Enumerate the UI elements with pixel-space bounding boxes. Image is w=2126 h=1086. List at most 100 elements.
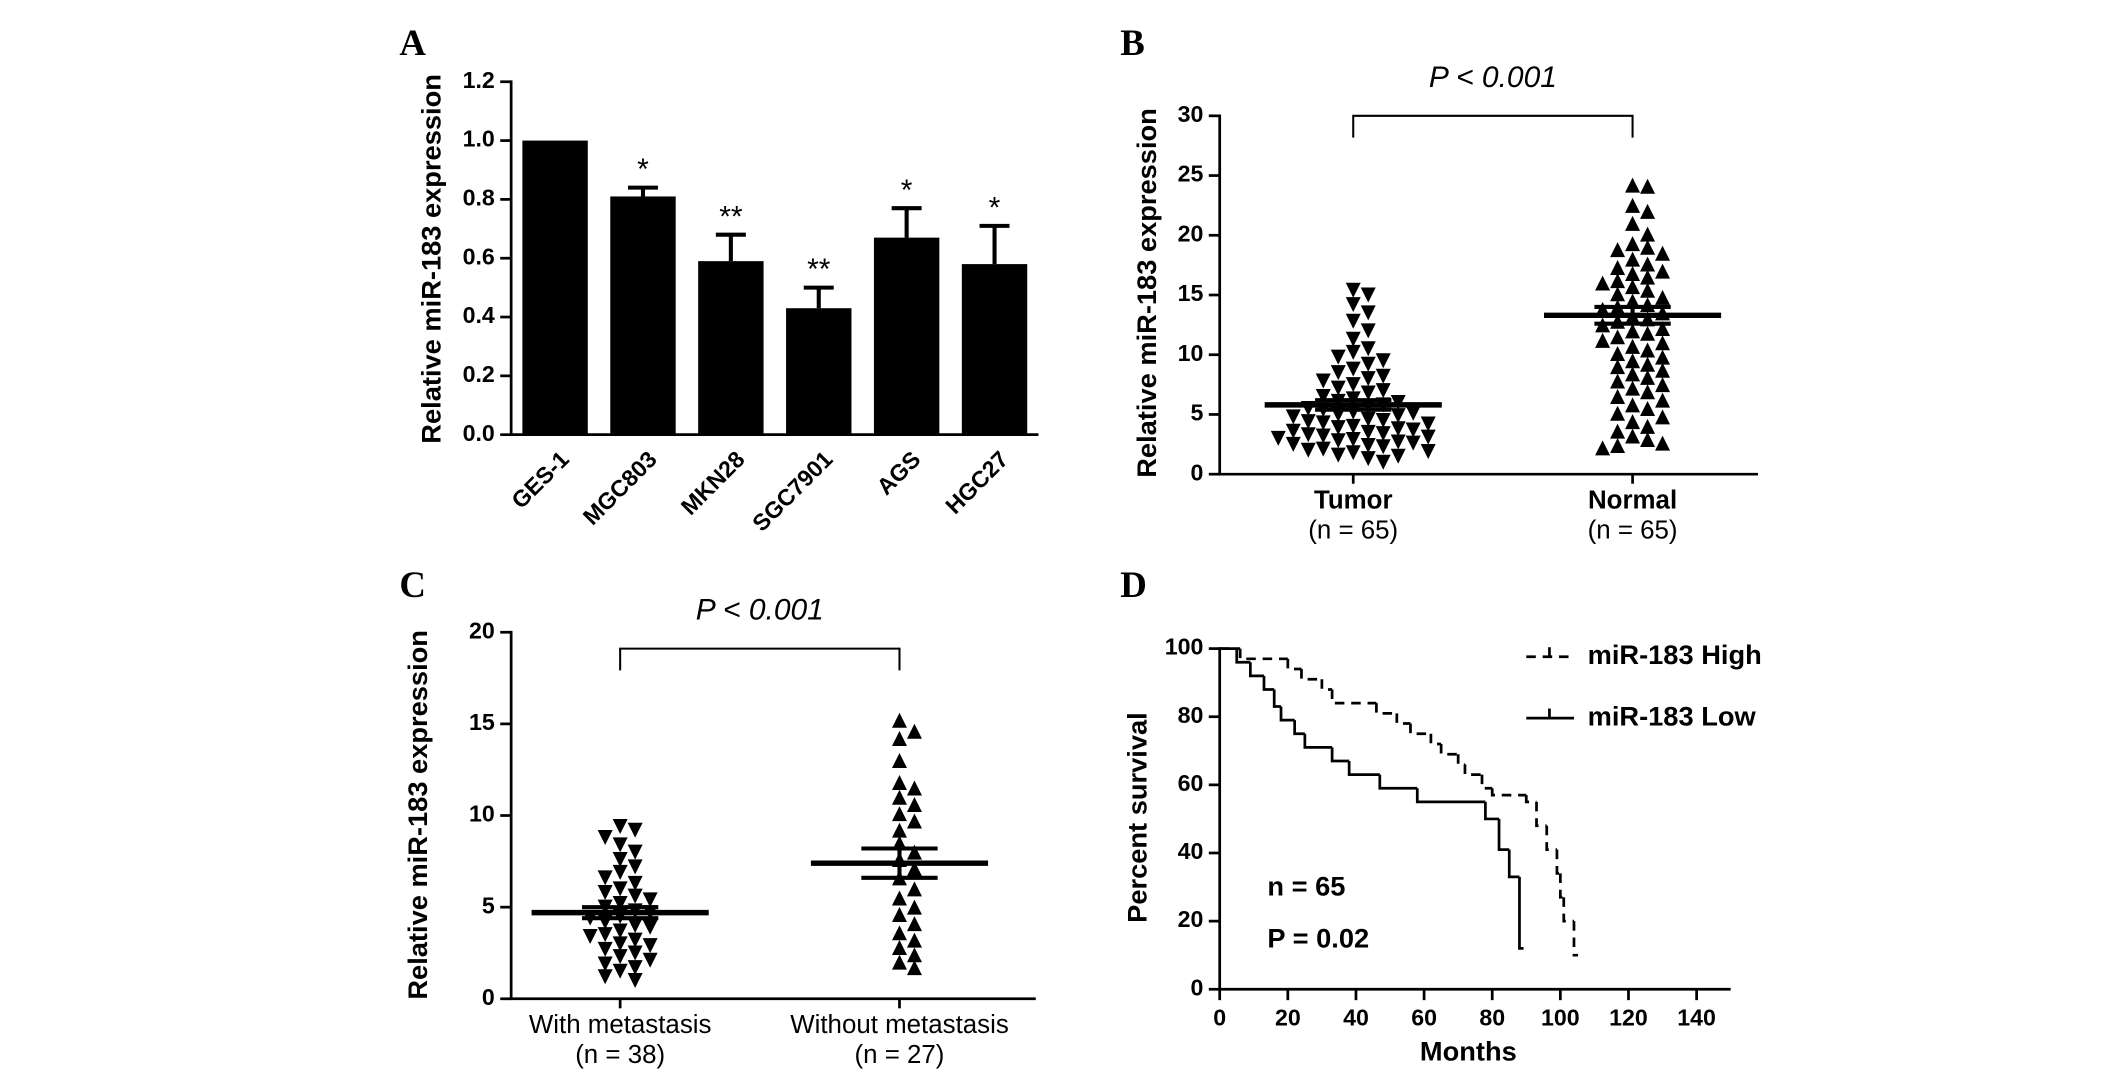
x-tick-label: 100 [1541,1004,1580,1030]
significance-label: * [637,153,649,186]
x-tick-label: With metastasis [529,1011,712,1039]
data-point [891,939,907,955]
data-point [1640,282,1656,298]
data-point [1390,448,1406,464]
data-point [1610,273,1626,289]
survival-step [1484,801,1500,821]
survival-step [1415,788,1486,804]
data-point [1625,177,1641,193]
data-point [1640,400,1656,416]
data-point [1345,377,1361,393]
data-point [891,731,907,747]
data-point [1330,433,1346,449]
data-point [1375,353,1391,369]
data-point [1640,325,1656,341]
data-point [1625,197,1641,213]
x-tick-label: MGC803 [578,446,662,530]
data-point [1345,361,1361,377]
data-point [612,949,628,965]
survival-step [1439,743,1459,756]
data-point [1285,436,1301,452]
data-point [612,881,628,897]
data-point [906,932,922,948]
data-point [627,875,643,891]
data-point [1625,293,1641,309]
data-point [612,819,628,835]
survival-step [1303,733,1333,749]
survival-step [1279,706,1295,722]
data-point [891,806,907,822]
y-tick-label: 20 [469,617,495,643]
data-point [597,885,613,900]
data-point [612,936,628,952]
y-tick-label: 1.2 [463,67,495,93]
data-point [906,861,922,877]
y-tick-label: 0 [1190,974,1203,1000]
data-point [1640,269,1656,285]
data-point [1300,442,1316,458]
panel-label: D [1120,564,1147,605]
x-tick-label: 60 [1411,1004,1437,1030]
data-point [597,870,613,886]
survival-step [1490,788,1527,797]
x-tick-sublabel: (n = 27) [855,1041,945,1069]
x-tick-label: MKN28 [676,446,750,520]
data-point [627,917,643,933]
y-tick-label: 40 [1178,838,1204,864]
data-point [1625,236,1641,252]
bar [873,237,940,435]
x-tick-label: 0 [1213,1004,1226,1030]
data-point [1390,408,1406,424]
data-point [1655,263,1671,279]
survival-step [1497,818,1510,851]
significance-label: P < 0.001 [696,594,824,627]
x-axis-title: Months [1420,1036,1517,1067]
y-tick-label: 20 [1178,220,1204,246]
data-point [891,753,907,769]
data-point [1285,409,1301,425]
x-tick-sublabel: (n = 38) [575,1041,665,1069]
data-point [1595,275,1611,291]
data-point [1405,422,1421,438]
x-tick-label: 80 [1479,1004,1505,1030]
data-point [1655,335,1671,351]
data-point [1595,332,1611,348]
data-point [1640,203,1656,219]
data-point [642,919,658,935]
y-tick-label: 20 [1178,906,1204,932]
survival-step [1262,675,1275,691]
data-point [1610,373,1626,389]
data-point [1595,440,1611,456]
y-tick-label: 30 [1178,101,1204,127]
survival-step [1518,876,1524,950]
data-point [1360,438,1376,454]
data-point [1610,329,1626,345]
data-point [1315,415,1331,431]
significance-label: * [989,191,1001,224]
y-tick-label: 0.6 [463,243,495,269]
data-point [1360,287,1376,303]
data-point [1345,445,1361,461]
data-point [1345,344,1361,360]
data-point [612,837,628,853]
data-point [1360,385,1376,401]
data-point [1390,434,1406,450]
data-point [1345,313,1361,329]
annotation: P = 0.02 [1267,922,1369,953]
data-point [642,952,658,968]
data-point [1375,454,1391,470]
data-point [612,923,628,939]
data-point [1360,356,1376,372]
data-point [1270,430,1286,446]
significance-label: ** [807,253,831,286]
data-point [1610,346,1626,362]
data-point [1625,279,1641,295]
data-point [1655,362,1671,378]
data-point [1610,359,1626,375]
data-point [891,954,907,970]
y-tick-label: 100 [1165,634,1204,660]
data-point [627,859,643,875]
data-point [891,925,907,941]
data-point [627,972,643,988]
data-point [906,916,922,932]
